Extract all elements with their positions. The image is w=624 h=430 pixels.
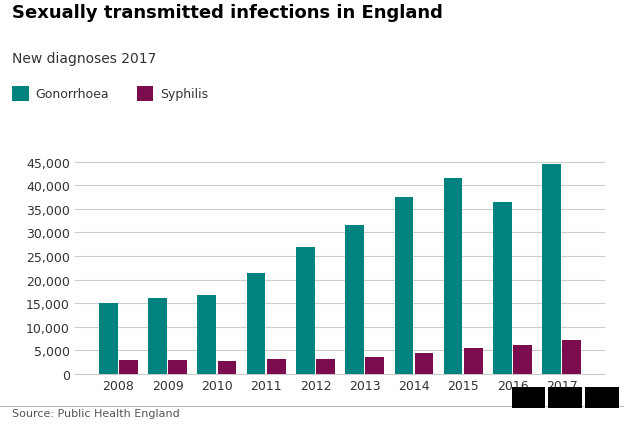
Bar <box>444 179 462 374</box>
Bar <box>149 298 167 374</box>
Bar <box>197 295 216 374</box>
Bar <box>493 202 512 374</box>
Text: Sexually transmitted infections in England: Sexually transmitted infections in Engla… <box>12 4 444 22</box>
Text: B: B <box>524 391 534 404</box>
Bar <box>366 358 384 374</box>
Text: Syphilis: Syphilis <box>160 88 208 101</box>
Text: C: C <box>598 391 607 404</box>
Bar <box>345 226 364 374</box>
Bar <box>99 304 118 374</box>
Bar <box>316 359 335 374</box>
Text: New diagnoses 2017: New diagnoses 2017 <box>12 52 157 65</box>
Bar <box>119 360 138 374</box>
Text: B: B <box>560 391 570 404</box>
Bar <box>218 361 236 374</box>
Bar <box>464 349 483 374</box>
Text: Source: Public Health England: Source: Public Health England <box>12 408 180 418</box>
Bar <box>246 274 265 374</box>
Bar <box>394 197 413 374</box>
Text: Gonorrhoea: Gonorrhoea <box>35 88 109 101</box>
Bar <box>168 360 187 374</box>
Bar <box>513 345 532 374</box>
Bar <box>296 247 314 374</box>
Bar <box>415 353 434 374</box>
Bar <box>562 341 581 374</box>
Bar <box>542 165 561 374</box>
Bar <box>267 359 286 374</box>
